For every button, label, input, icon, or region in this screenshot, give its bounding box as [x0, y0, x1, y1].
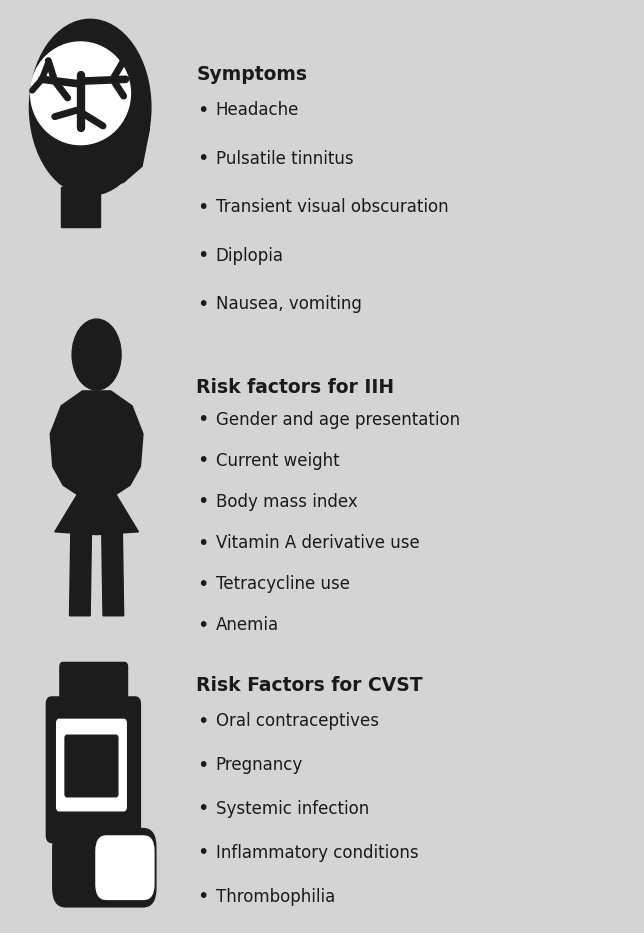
Text: Anemia: Anemia — [216, 616, 279, 634]
Text: •: • — [197, 452, 209, 470]
Circle shape — [134, 115, 149, 137]
Text: Current weight: Current weight — [216, 452, 339, 470]
Polygon shape — [82, 107, 149, 188]
Text: Vitamin A derivative use: Vitamin A derivative use — [216, 534, 419, 552]
Text: Oral contraceptives: Oral contraceptives — [216, 712, 379, 731]
Text: Headache: Headache — [216, 101, 299, 119]
Text: •: • — [197, 101, 209, 119]
Text: •: • — [197, 411, 209, 429]
FancyBboxPatch shape — [96, 836, 154, 899]
Polygon shape — [50, 391, 143, 535]
FancyBboxPatch shape — [53, 829, 156, 907]
Text: Systemic infection: Systemic infection — [216, 800, 369, 818]
Text: •: • — [197, 616, 209, 634]
FancyBboxPatch shape — [46, 697, 140, 842]
Text: •: • — [197, 246, 209, 265]
Text: Tetracycline use: Tetracycline use — [216, 575, 350, 593]
Text: •: • — [197, 887, 209, 906]
Text: Nausea, vomiting: Nausea, vomiting — [216, 295, 362, 313]
Text: Gender and age presentation: Gender and age presentation — [216, 411, 460, 429]
Circle shape — [30, 20, 151, 195]
Polygon shape — [70, 532, 91, 616]
Text: •: • — [197, 295, 209, 313]
FancyBboxPatch shape — [65, 735, 118, 797]
Text: Pregnancy: Pregnancy — [216, 756, 303, 774]
Text: •: • — [197, 800, 209, 818]
Text: •: • — [197, 198, 209, 216]
Text: •: • — [197, 493, 209, 511]
Text: Risk factors for IIH: Risk factors for IIH — [196, 378, 395, 397]
Text: •: • — [197, 575, 209, 593]
Ellipse shape — [31, 42, 130, 145]
FancyBboxPatch shape — [57, 719, 126, 811]
Polygon shape — [102, 532, 124, 616]
Text: Body mass index: Body mass index — [216, 493, 357, 511]
Text: •: • — [197, 534, 209, 552]
FancyBboxPatch shape — [60, 662, 128, 709]
Text: •: • — [197, 843, 209, 862]
Polygon shape — [61, 187, 100, 227]
Text: •: • — [197, 756, 209, 774]
Text: Pulsatile tinnitus: Pulsatile tinnitus — [216, 149, 354, 168]
Text: •: • — [197, 149, 209, 168]
Text: Symptoms: Symptoms — [196, 65, 307, 84]
Text: •: • — [197, 712, 209, 731]
Text: Thrombophilia: Thrombophilia — [216, 887, 335, 906]
Text: Inflammatory conditions: Inflammatory conditions — [216, 843, 419, 862]
Text: Diplopia: Diplopia — [216, 246, 284, 265]
Circle shape — [72, 319, 121, 390]
Text: Risk Factors for CVST: Risk Factors for CVST — [196, 676, 423, 695]
Text: Transient visual obscuration: Transient visual obscuration — [216, 198, 448, 216]
